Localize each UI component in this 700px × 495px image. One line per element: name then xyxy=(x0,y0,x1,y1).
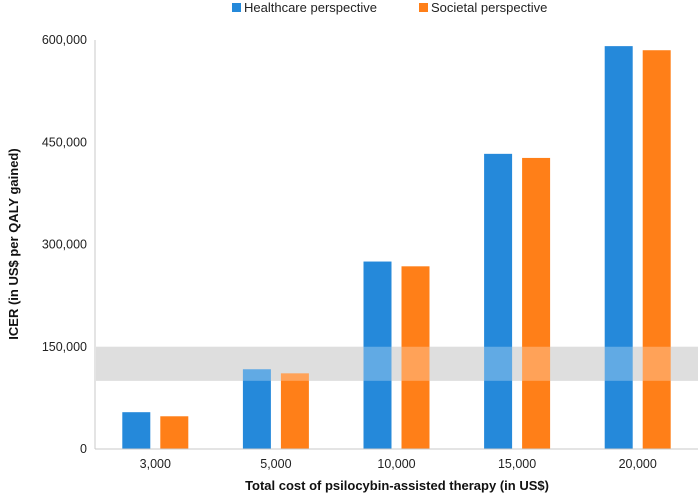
legend-swatch-healthcare xyxy=(232,3,241,12)
threshold-band xyxy=(96,346,698,381)
threshold-band-overlay-rect xyxy=(96,346,698,381)
legend-swatch-societal xyxy=(419,3,428,12)
bar-healthcare-3 xyxy=(484,153,513,450)
y-axis-title: ICER (in US$ per QALY gained) xyxy=(6,148,21,339)
bars xyxy=(122,46,671,450)
x-tick-label: 5,000 xyxy=(260,457,291,471)
x-tick-label: 20,000 xyxy=(619,457,657,471)
y-tick-label: 300,000 xyxy=(42,238,87,252)
y-axis-ticks: 0 150,000 300,000 450,000 600,000 xyxy=(42,33,87,456)
x-tick-label: 15,000 xyxy=(498,457,536,471)
bar-societal-1 xyxy=(280,373,309,449)
legend-label-healthcare: Healthcare perspective xyxy=(244,0,377,15)
y-tick-label: 600,000 xyxy=(42,33,87,47)
x-axis-ticks: 3,000 5,000 10,000 15,000 20,000 xyxy=(140,457,657,471)
bar-societal-0 xyxy=(160,416,189,449)
legend-label-societal: Societal perspective xyxy=(431,0,547,15)
bar-societal-3 xyxy=(522,157,551,449)
bar-healthcare-0 xyxy=(122,412,151,449)
bar-societal-2 xyxy=(401,266,430,449)
bar-healthcare-2 xyxy=(363,261,392,449)
threshold-band-overlay xyxy=(96,346,698,381)
x-tick-label: 3,000 xyxy=(140,457,171,471)
bar-healthcare-4 xyxy=(604,46,633,449)
legend: Healthcare perspective Societal perspect… xyxy=(232,0,547,15)
x-tick-label: 10,000 xyxy=(377,457,415,471)
y-tick-label: 0 xyxy=(80,442,87,456)
bar-healthcare-1 xyxy=(242,369,271,449)
y-tick-label: 150,000 xyxy=(42,340,87,354)
y-tick-label: 450,000 xyxy=(42,135,87,149)
threshold-band-layer xyxy=(96,346,698,381)
x-axis-title: Total cost of psilocybin-assisted therap… xyxy=(245,478,549,493)
bar-societal-4 xyxy=(642,50,671,449)
